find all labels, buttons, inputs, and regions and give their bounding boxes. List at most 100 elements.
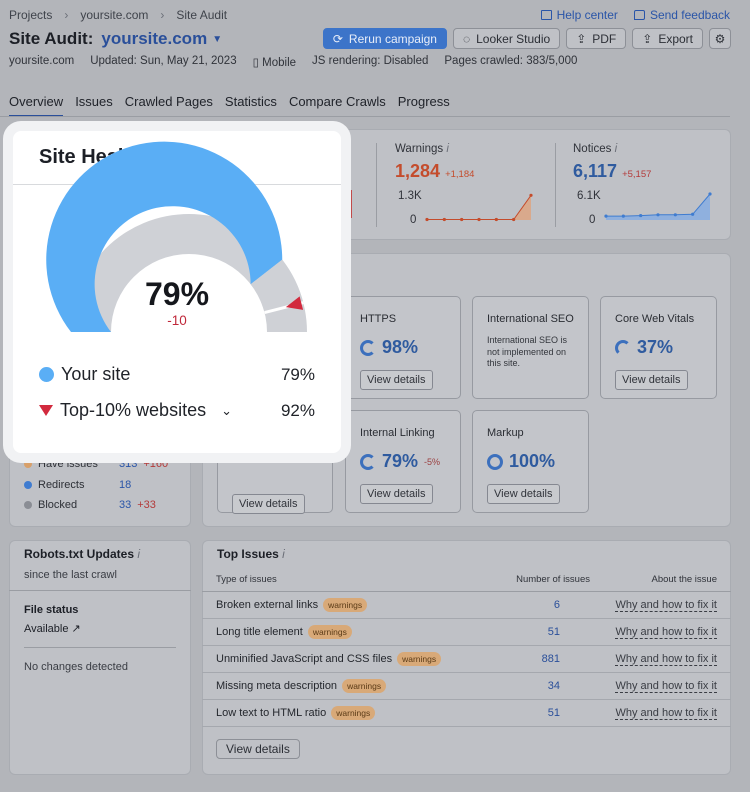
divider bbox=[9, 590, 191, 591]
kpi-notices[interactable]: Notices i 6,117 +5,157 bbox=[573, 143, 651, 182]
card-https-value: 98% bbox=[382, 337, 419, 357]
issue-name[interactable]: Missing meta description bbox=[216, 680, 338, 692]
issue-count[interactable]: 51 bbox=[547, 626, 560, 638]
top-issues-table: Type of issues Number of issues About th… bbox=[202, 568, 731, 727]
card-international-seo: International SEO International SEO is n… bbox=[472, 296, 589, 399]
warnings-line bbox=[427, 195, 532, 220]
issue-count[interactable]: 34 bbox=[547, 680, 560, 692]
header-type: Type of issues bbox=[216, 574, 277, 585]
site-health-score: 79% bbox=[144, 276, 210, 312]
sparkline-point bbox=[442, 217, 446, 222]
card-linking-view-details[interactable]: View details bbox=[360, 484, 433, 504]
pdf-button[interactable]: ⇪ PDF bbox=[566, 28, 627, 49]
card-cwv-view-details[interactable]: View details bbox=[615, 370, 688, 390]
tab-overview[interactable]: Overview bbox=[9, 94, 64, 117]
progress-ring-icon bbox=[487, 453, 503, 470]
robots-title: Robots.txt Updates i bbox=[24, 547, 140, 561]
send-feedback-label: Send feedback bbox=[649, 8, 730, 22]
meta-device: ▯ Mobile bbox=[253, 55, 296, 69]
card-https-view-details[interactable]: View details bbox=[360, 370, 433, 390]
sparkline-point bbox=[691, 212, 695, 216]
card-linking-title: Internal Linking bbox=[360, 427, 435, 439]
upload-icon: ⇪ bbox=[642, 31, 653, 46]
looker-label: Looker Studio bbox=[476, 31, 551, 46]
kpi-notices-label: Notices bbox=[573, 143, 612, 155]
kpi-notices-ymin: 0 bbox=[589, 214, 596, 226]
legend-label: Blocked bbox=[38, 499, 78, 511]
site-selector[interactable]: yoursite.com bbox=[101, 29, 208, 48]
status-dot bbox=[24, 481, 32, 489]
page-title-prefix: Site Audit: bbox=[9, 29, 94, 48]
kpi-divider bbox=[555, 143, 556, 227]
file-status-label: File status bbox=[24, 604, 79, 616]
top-links: Help center Send feedback bbox=[540, 8, 730, 22]
kpi-divider bbox=[376, 143, 377, 227]
issue-count[interactable]: 881 bbox=[541, 653, 560, 665]
top-issues-panel bbox=[202, 540, 731, 775]
issue-fix-link[interactable]: Why and how to fix it bbox=[615, 680, 718, 692]
issue-name[interactable]: Low text to HTML ratio bbox=[216, 707, 327, 719]
breadcrumb-current: Site Audit bbox=[176, 8, 228, 22]
issue-fix-link[interactable]: Why and how to fix it bbox=[615, 707, 718, 719]
warnings-points bbox=[425, 193, 533, 222]
card-linking-delta: -5% bbox=[424, 456, 441, 467]
send-feedback-link[interactable]: Send feedback bbox=[633, 8, 730, 22]
looker-studio-button[interactable]: ◌ Looker Studio bbox=[452, 28, 561, 49]
upload-icon: ⇪ bbox=[576, 31, 587, 46]
chevron-down-icon[interactable]: ⌄ bbox=[221, 402, 232, 418]
card-markup-view-details[interactable]: View details bbox=[487, 484, 560, 504]
settings-button[interactable]: ⚙ bbox=[709, 28, 731, 49]
chevron-right-icon: › bbox=[160, 8, 165, 22]
legend-label: Redirects bbox=[38, 479, 85, 491]
sparkline-point bbox=[708, 192, 712, 196]
issue-name[interactable]: Broken external links bbox=[216, 599, 319, 611]
meta-device-label: Mobile bbox=[262, 57, 297, 69]
external-link-icon: ↗ bbox=[71, 623, 81, 635]
sparkline-point bbox=[604, 214, 608, 218]
top-websites-label: Top-10% websites bbox=[60, 400, 207, 420]
kpi-notices-delta: +5,157 bbox=[622, 169, 652, 180]
warnings-area bbox=[427, 195, 531, 220]
help-center-link[interactable]: Help center bbox=[540, 8, 618, 22]
top-issues-title: Top Issues i bbox=[217, 547, 285, 561]
issue-count[interactable]: 51 bbox=[547, 707, 560, 719]
gauge-your-site-arc bbox=[46, 141, 283, 332]
tab-issues[interactable]: Issues bbox=[75, 94, 113, 109]
issue-tag: warnings bbox=[331, 706, 376, 720]
issue-fix-link[interactable]: Why and how to fix it bbox=[615, 626, 718, 638]
card-https-title: HTTPS bbox=[360, 313, 397, 325]
chevron-down-icon[interactable]: ▼ bbox=[212, 33, 223, 45]
legend-your-site: Your site 79% bbox=[39, 364, 315, 385]
sparkline-point bbox=[477, 217, 481, 222]
tab-compare-crawls[interactable]: Compare Crawls bbox=[288, 94, 386, 109]
meta-domain: yoursite.com bbox=[9, 55, 75, 67]
gear-icon: ⚙ bbox=[714, 31, 726, 46]
breadcrumb-site[interactable]: yoursite.com bbox=[80, 8, 149, 22]
tab-statistics[interactable]: Statistics bbox=[224, 94, 277, 109]
legend-blocked[interactable]: Blocked 33 +33 bbox=[24, 499, 156, 511]
kpi-warnings[interactable]: Warnings i 1,284 +1,184 bbox=[395, 143, 474, 182]
issue-fix-link[interactable]: Why and how to fix it bbox=[615, 653, 718, 665]
table-row: Missing meta description warnings 34 Why … bbox=[202, 673, 731, 700]
issue-name[interactable]: Long title element bbox=[216, 626, 303, 638]
card-left-view-details[interactable]: View details bbox=[232, 494, 305, 514]
top-issues-view-details-button[interactable]: View details bbox=[216, 739, 300, 759]
sparkline-point bbox=[673, 213, 677, 217]
tab-crawled-pages[interactable]: Crawled Pages bbox=[124, 94, 213, 109]
file-status-text: Available bbox=[24, 623, 69, 635]
legend-redirects[interactable]: Redirects 18 bbox=[24, 479, 131, 491]
issue-fix-link[interactable]: Why and how to fix it bbox=[615, 599, 718, 611]
issue-tag: warnings bbox=[323, 598, 368, 612]
legend-have-issues[interactable]: Have issues 313 +160 bbox=[24, 458, 168, 470]
issue-count[interactable]: 6 bbox=[553, 599, 560, 611]
rerun-campaign-button[interactable]: ⟳ Rerun campaign bbox=[322, 28, 447, 49]
legend-value: 18 bbox=[119, 479, 132, 491]
export-button[interactable]: ⇪ Export bbox=[632, 28, 703, 49]
file-status-value[interactable]: Available ↗ bbox=[24, 622, 81, 635]
issue-name[interactable]: Unminified JavaScript and CSS files bbox=[216, 653, 393, 665]
status-dot bbox=[24, 501, 32, 509]
breadcrumb-projects[interactable]: Projects bbox=[9, 8, 53, 22]
tab-progress[interactable]: Progress bbox=[397, 94, 450, 109]
legend-top-websites[interactable]: Top-10% websites ⌄ 92% bbox=[39, 400, 315, 421]
help-center-label: Help center bbox=[556, 8, 618, 22]
